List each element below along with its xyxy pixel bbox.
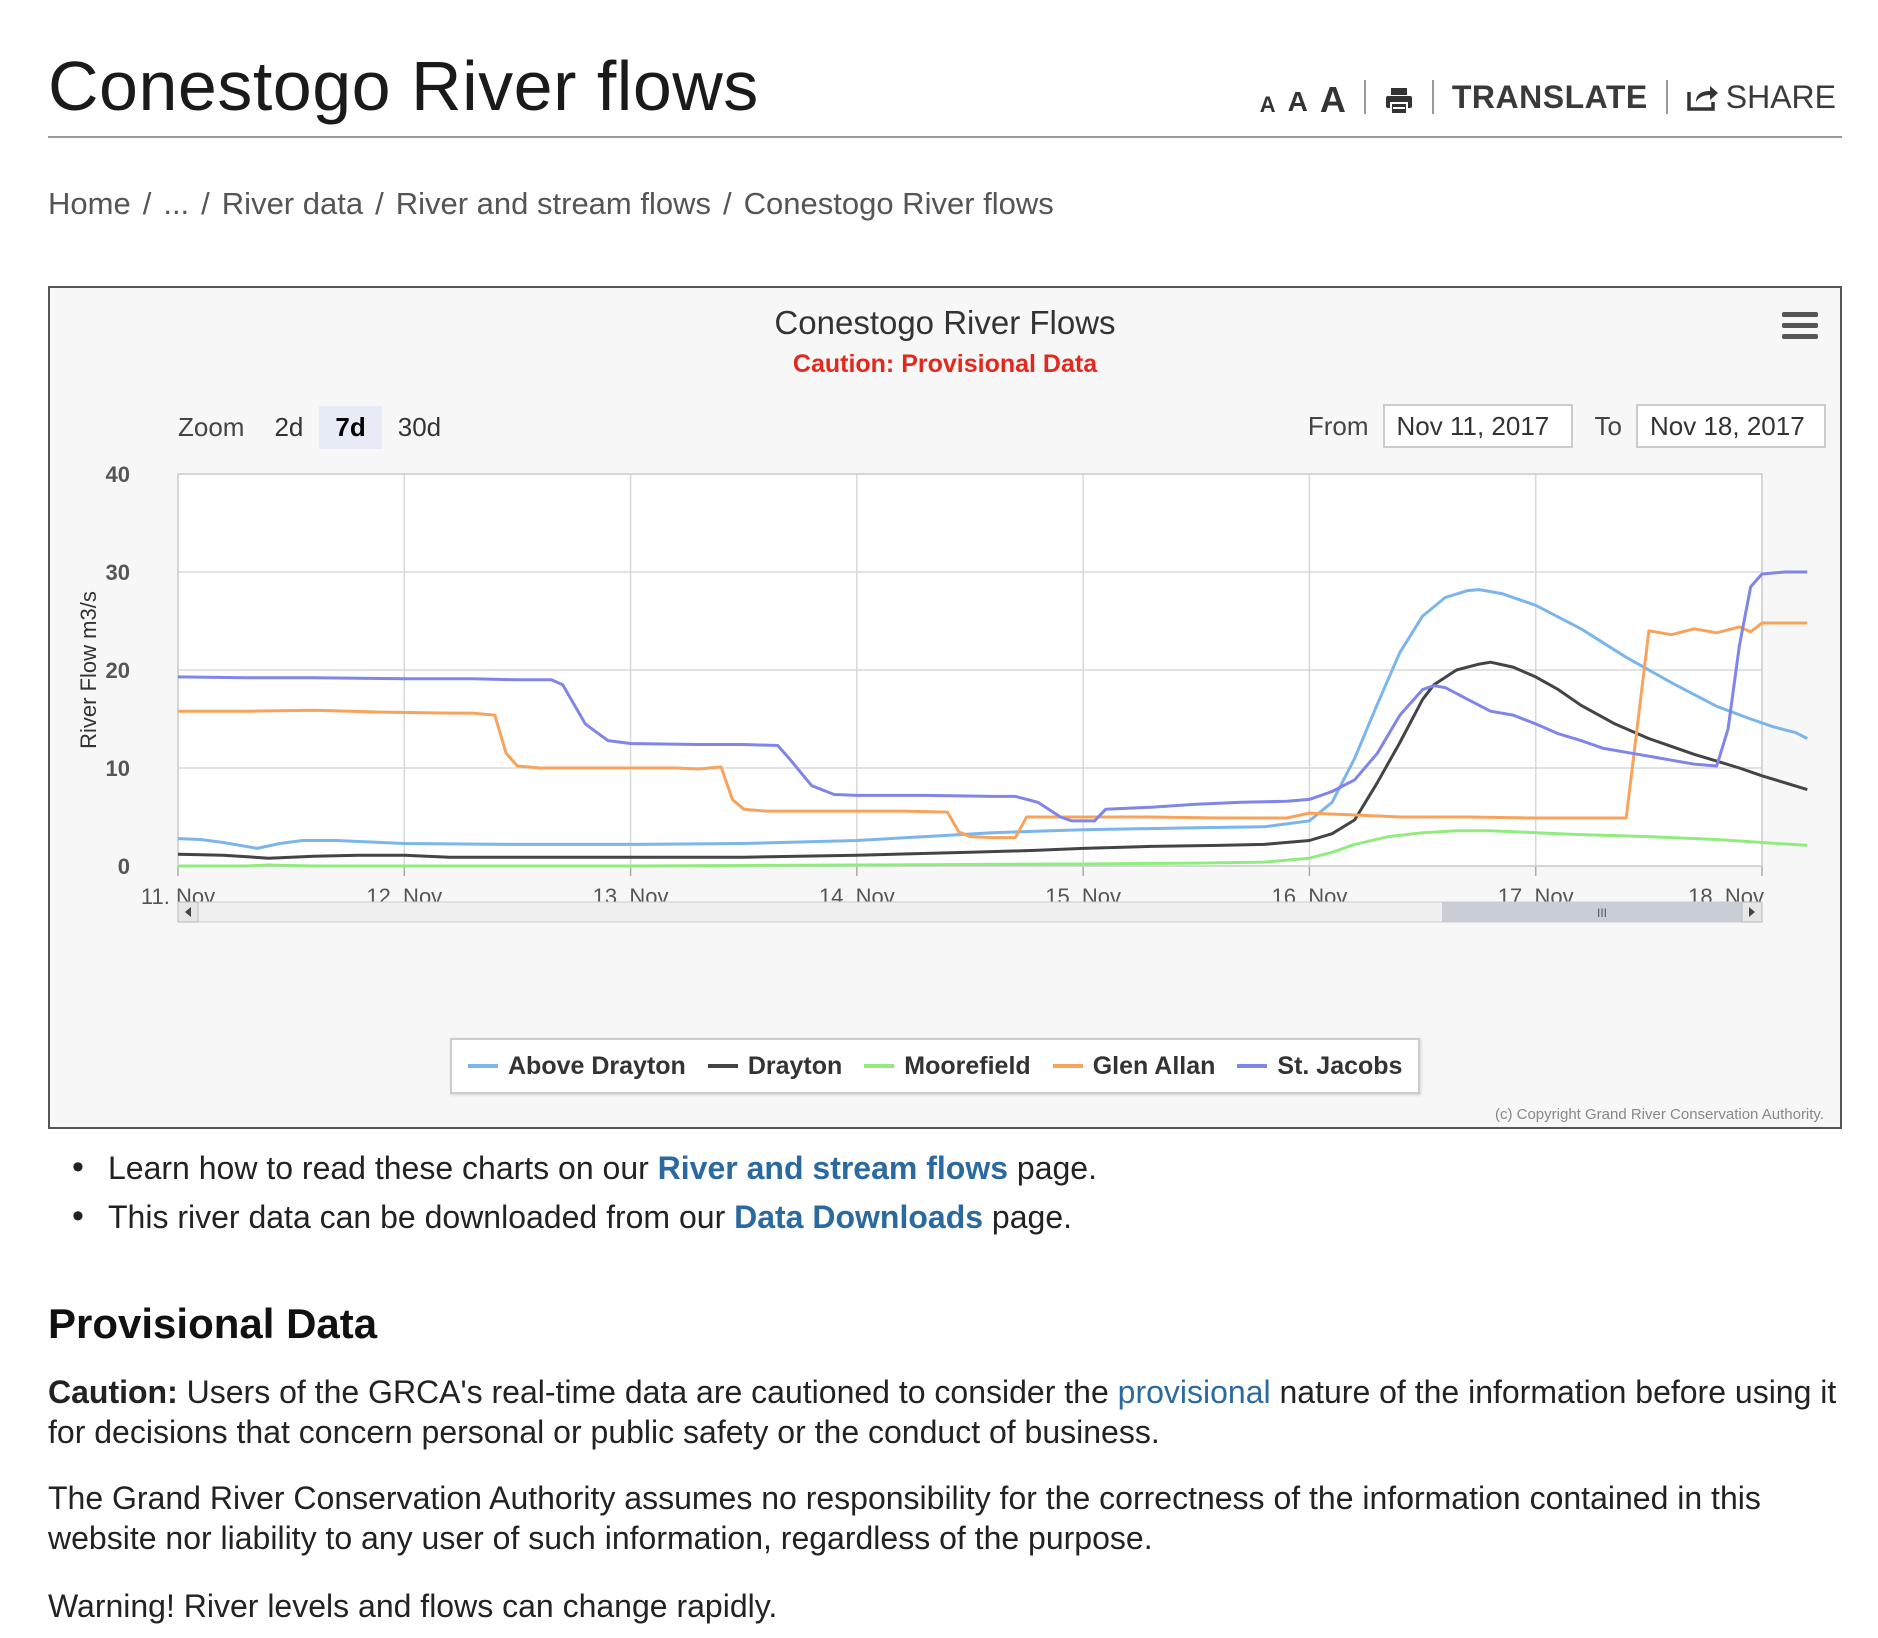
chevron-left-icon <box>185 907 191 917</box>
breadcrumb-separator: / <box>142 186 152 221</box>
share-arrow-icon <box>1686 82 1720 112</box>
series-line-glen-allan <box>178 621 1808 840</box>
zoom-2d-button[interactable]: 2d <box>274 412 304 442</box>
list-item: This river data can be downloaded from o… <box>72 1197 1097 1236</box>
warning-paragraph: Warning! River levels and flows can chan… <box>48 1588 778 1624</box>
series-line-moorefield <box>178 829 1808 868</box>
zoom-selector: Zoom 2d 7d 30d <box>178 406 457 449</box>
chart-panel: 0 10 20 30 40 11. Nov 12. Nov 13. Nov 14. Nov 15.… <box>48 286 1842 1129</box>
toolbar-divider <box>1665 80 1668 114</box>
share-button[interactable]: SHARE <box>1686 79 1836 116</box>
page-header: Conestogo River flows A A A TRANSLATE SH… <box>48 40 1842 138</box>
legend-label: Glen Allan <box>1092 1051 1216 1080</box>
breadcrumb-river-stream-flows[interactable]: River and stream flows <box>395 186 711 221</box>
series-line-st-jacobs <box>177 570 1808 823</box>
font-size-small-button[interactable]: A <box>1259 92 1276 117</box>
y-tick-label: 30 <box>106 560 130 585</box>
legend-swatch <box>707 1064 738 1068</box>
legend-swatch <box>1237 1064 1268 1068</box>
y-axis-title: River Flow m3/s <box>76 591 101 749</box>
legend-label: Drayton <box>747 1051 843 1080</box>
legend-item-moorefield[interactable]: Moorefield <box>864 1051 1031 1081</box>
font-size-large-button[interactable]: A <box>1319 79 1346 120</box>
font-size-medium-button[interactable]: A <box>1287 86 1308 117</box>
legend-item-drayton[interactable]: Drayton <box>707 1051 843 1081</box>
breadcrumb-separator: / <box>201 186 210 221</box>
caution-text: nature of the information before using i… <box>48 1374 1837 1450</box>
y-tick-label: 10 <box>106 756 130 781</box>
chevron-right-icon <box>1749 907 1755 917</box>
share-label: SHARE <box>1725 79 1836 115</box>
y-tick-label: 0 <box>118 854 130 879</box>
printer-icon[interactable] <box>1384 86 1414 116</box>
caution-text: Users of the GRCA's real-time data are c… <box>177 1374 1118 1410</box>
series-line-drayton <box>177 660 1808 860</box>
chart-title: Conestogo River Flows <box>774 304 1116 341</box>
legend-label: St. Jacobs <box>1277 1051 1403 1080</box>
legend-swatch <box>468 1064 498 1068</box>
legend-item-above-drayton[interactable]: Above Drayton <box>468 1052 686 1081</box>
chart-subtitle: Caution: Provisional Data <box>792 350 1098 378</box>
hamburger-menu-icon[interactable] <box>1782 312 1818 344</box>
disclaimer-paragraph: The Grand River Conservation Authority a… <box>48 1480 1761 1556</box>
to-label: To <box>1594 410 1622 441</box>
breadcrumb-home[interactable]: Home <box>48 186 131 221</box>
breadcrumb-separator: / <box>375 186 384 221</box>
breadcrumb-current: Conestogo River flows <box>743 186 1054 221</box>
page-title: Conestogo River flows <box>48 47 759 125</box>
bullet-text: page. <box>1008 1150 1097 1186</box>
caution-label: Caution: <box>48 1374 178 1410</box>
y-tick-label: 40 <box>106 462 130 487</box>
breadcrumb-separator: / <box>723 186 732 221</box>
chart-legend: Above Drayton Drayton Moorefield Glen Al… <box>450 1038 1421 1094</box>
scrollbar-grip: III <box>1597 906 1607 920</box>
legend-item-st-jacobs[interactable]: St. Jacobs <box>1237 1052 1402 1081</box>
list-item: Learn how to read these charts on our Ri… <box>72 1148 1097 1187</box>
from-date-input[interactable] <box>1382 404 1573 448</box>
bullet-text: Learn how to read these charts on our <box>108 1150 658 1186</box>
breadcrumb-ellipsis[interactable]: ... <box>163 186 190 221</box>
legend-swatch <box>1052 1064 1083 1068</box>
caution-paragraph: Caution: Users of the GRCA's real-time d… <box>48 1372 1838 1452</box>
y-tick-label: 20 <box>106 658 130 683</box>
legend-item-glen-allan[interactable]: Glen Allan <box>1052 1051 1216 1081</box>
bullet-text: This river data can be downloaded from o… <box>108 1199 735 1235</box>
bullet-text: page. <box>983 1199 1072 1235</box>
to-date-input[interactable] <box>1636 404 1826 448</box>
legend-label: Above Drayton <box>508 1051 686 1080</box>
section-title: Provisional Data <box>48 1300 378 1347</box>
toolbar-divider <box>1431 80 1434 114</box>
page-tools: A A A TRANSLATE SHARE <box>1260 74 1836 118</box>
info-links-list: Learn how to read these charts on our Ri… <box>72 1148 1097 1248</box>
series-line-above-drayton <box>177 588 1808 850</box>
zoom-30d-button[interactable]: 30d <box>397 412 442 442</box>
legend-swatch <box>864 1064 895 1068</box>
toolbar-divider <box>1363 80 1366 114</box>
provisional-link[interactable]: provisional <box>1117 1374 1271 1410</box>
legend-label: Moorefield <box>904 1051 1031 1080</box>
translate-button[interactable]: TRANSLATE <box>1451 79 1648 115</box>
date-range-selector: From To <box>1286 404 1826 448</box>
data-downloads-link[interactable]: Data Downloads <box>734 1199 984 1235</box>
breadcrumb: Home / ... / River data / River and stre… <box>48 186 1054 222</box>
from-label: From <box>1307 410 1369 441</box>
river-stream-flows-link[interactable]: River and stream flows <box>657 1150 1009 1186</box>
zoom-label: Zoom <box>178 412 245 442</box>
scrollbar-thumb <box>1442 902 1762 922</box>
breadcrumb-river-data[interactable]: River data <box>221 186 364 221</box>
chart-credit: (c) Copyright Grand River Conservation A… <box>1494 1106 1824 1123</box>
zoom-7d-button[interactable]: 7d <box>319 406 382 449</box>
